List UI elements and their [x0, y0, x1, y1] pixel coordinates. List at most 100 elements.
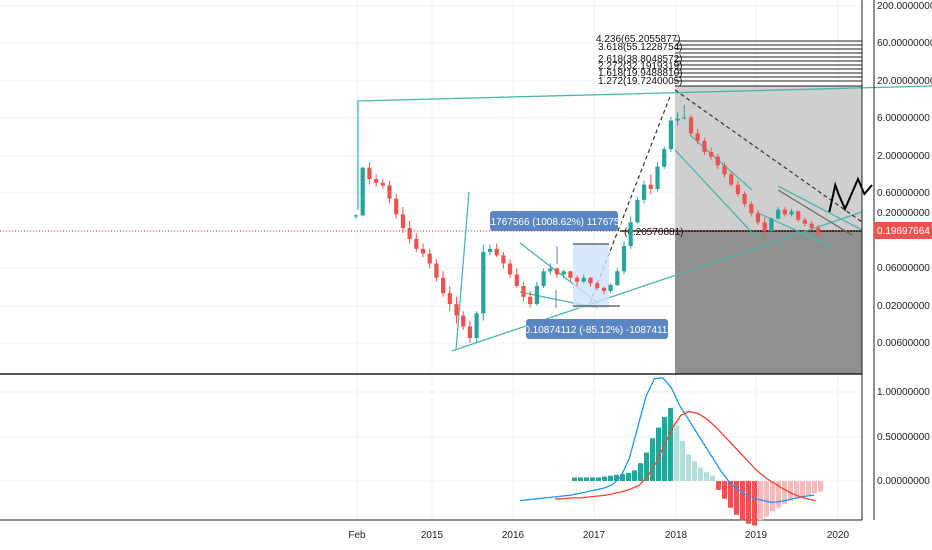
- candle-down: [514, 274, 519, 286]
- candle-down: [501, 255, 506, 264]
- candle-down: [374, 179, 379, 183]
- macd-histogram-bar: [788, 481, 793, 501]
- candle-down: [762, 222, 767, 232]
- candle-down: [528, 296, 533, 305]
- macd-histogram-bar: [668, 408, 673, 481]
- candle-down: [407, 227, 412, 239]
- macd-pane[interactable]: [519, 377, 823, 526]
- fib-band-upper: [675, 86, 862, 231]
- macd-histogram-bar: [650, 438, 655, 481]
- macd-histogram-bar: [662, 416, 667, 481]
- fib-level-labels: 4.236(65.2055877) 3.618(55.1228754) 2.61…: [596, 34, 684, 238]
- macd-histogram-bar: [734, 481, 739, 515]
- candle-up: [662, 149, 667, 167]
- last-price-label: 0.19697664: [877, 226, 930, 237]
- macd-line: [519, 377, 815, 504]
- macd-histogram-bar: [590, 477, 595, 481]
- dashed-downtrend-line[interactable]: [674, 89, 863, 223]
- fib-label-2272: 2.272(32.1919319): [598, 61, 683, 72]
- recent-resistance-line[interactable]: [777, 189, 853, 236]
- price-axis[interactable]: 200.00000000 60.00000000 20.00000000 6.0…: [874, 1, 932, 349]
- candle-down: [702, 140, 707, 152]
- price-candles: [353, 104, 821, 343]
- macd-histogram-bar: [800, 481, 805, 498]
- candle-up: [487, 248, 493, 252]
- macd-histogram-bar: [632, 470, 637, 481]
- candle-up: [776, 209, 781, 219]
- macd-histogram-bar: [818, 481, 823, 492]
- indicator-axis[interactable]: 1.00000000 0.50000000 0.00000000: [877, 387, 930, 487]
- candle-down: [575, 277, 580, 282]
- candle-down: [554, 268, 560, 275]
- macd-histogram-bar: [776, 481, 781, 508]
- candle-up: [668, 120, 673, 150]
- wedge-lower-line: [757, 212, 831, 247]
- candle-up: [642, 184, 647, 200]
- price-tick-label: 60.00000000: [877, 38, 932, 49]
- price-tick-label: 0.06000000: [877, 263, 930, 274]
- candle-down: [595, 283, 600, 288]
- price-tick-label: 0.60000000: [877, 188, 930, 199]
- macd-histogram-bar: [764, 481, 769, 517]
- price-tick-label: 0.00600000: [877, 338, 930, 349]
- candle-down: [441, 277, 446, 294]
- macd-histogram-bar: [782, 481, 787, 505]
- fib-label-1618: 1.618(19.9488810): [598, 68, 683, 79]
- measure-up-label-box: [490, 211, 618, 231]
- candle-down: [816, 227, 821, 233]
- candle-up: [481, 251, 486, 314]
- time-tick-label: 2016: [502, 530, 525, 541]
- macd-histogram-bar: [656, 427, 661, 481]
- macd-histogram-bar: [746, 481, 751, 524]
- macd-histogram-bar: [674, 425, 679, 481]
- macd-histogram-bar: [584, 477, 589, 481]
- trendlines[interactable]: [357, 85, 932, 352]
- candle-down: [722, 165, 727, 175]
- channel-upper-line: [689, 134, 753, 191]
- candle-down: [454, 304, 459, 316]
- measure-down-label-box: [526, 319, 668, 339]
- candle-down: [648, 184, 653, 189]
- macd-histogram-bar: [608, 475, 613, 481]
- time-axis[interactable]: Feb 2015 2016 2017 2018 2019 2020: [348, 530, 849, 541]
- macd-histogram-bar: [680, 440, 685, 481]
- candle-down: [467, 326, 472, 339]
- candle-down: [380, 182, 385, 186]
- measure-down-label: -0.10874112 (-85.12%) -10874112: [521, 325, 673, 336]
- price-tick-label: 6.00000000: [877, 113, 930, 124]
- candle-down: [802, 219, 807, 224]
- candle-up: [615, 271, 620, 286]
- candle-down: [709, 151, 714, 157]
- candle-down: [367, 167, 372, 180]
- time-tick-label: 2019: [745, 530, 768, 541]
- price-tick-label: 2.00000000: [877, 151, 930, 162]
- fib-label-3618: 3.618(55.1228754): [598, 42, 683, 53]
- macd-histogram-bar: [740, 481, 745, 521]
- candle-down: [427, 253, 432, 264]
- candle-up: [548, 268, 553, 272]
- macd-histogram-bar: [620, 473, 625, 481]
- fib-label-2618: 2.618(38.8048572): [598, 54, 683, 65]
- candle-down: [461, 315, 466, 327]
- measure-up-area: [573, 244, 609, 308]
- macd-histogram-bar: [698, 467, 703, 481]
- measure-up-label: 0.11767566 (1008.62%) 11767566: [477, 217, 631, 228]
- fib-label-4236: 4.236(65.2055877): [596, 34, 681, 45]
- measure-down[interactable]: -0.10874112 (-85.12%) -10874112: [521, 290, 673, 339]
- last-price-badge: [874, 222, 932, 239]
- macd-histogram-bar: [806, 481, 811, 496]
- candle-down: [601, 287, 606, 291]
- candle-down: [434, 263, 439, 278]
- measure-up[interactable]: 0.11767566 (1008.62%) 11767566: [477, 211, 631, 308]
- macd-histogram-bar: [692, 461, 697, 481]
- candle-down: [695, 133, 700, 141]
- candle-down: [414, 238, 419, 249]
- wedge-upper-line: [777, 185, 863, 231]
- candle-down: [749, 204, 754, 214]
- macd-histogram-bar: [578, 477, 583, 481]
- candle-down: [729, 174, 734, 185]
- macd-histogram-bar: [572, 477, 577, 481]
- candle-up: [682, 117, 687, 119]
- candle-down: [735, 184, 740, 194]
